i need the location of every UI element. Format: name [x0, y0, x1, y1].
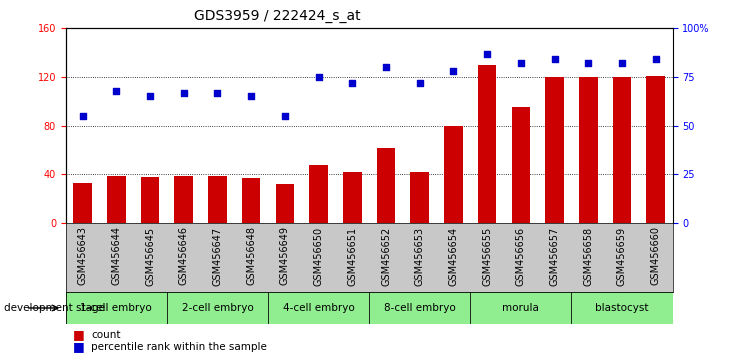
Bar: [276, 184, 294, 223]
Text: GSM456646: GSM456646: [179, 227, 189, 285]
Point: [77, 113, 88, 119]
Point: [279, 113, 291, 119]
Text: GSM456644: GSM456644: [111, 227, 121, 285]
Text: GSM456650: GSM456650: [314, 227, 324, 286]
Bar: [268, 292, 369, 324]
Bar: [478, 65, 496, 223]
Point: [481, 51, 493, 56]
Text: GSM456645: GSM456645: [145, 227, 155, 286]
Bar: [66, 292, 673, 324]
Bar: [167, 292, 268, 324]
Text: GSM456648: GSM456648: [246, 227, 256, 285]
Point: [144, 93, 156, 99]
Bar: [613, 77, 632, 223]
Text: GSM456660: GSM456660: [651, 227, 661, 285]
Bar: [73, 183, 92, 223]
Text: GDS3959 / 222424_s_at: GDS3959 / 222424_s_at: [194, 9, 361, 23]
Text: GSM456659: GSM456659: [617, 227, 627, 286]
Bar: [309, 165, 328, 223]
Point: [313, 74, 325, 80]
Bar: [444, 126, 463, 223]
Text: development stage: development stage: [4, 303, 105, 313]
Text: ■: ■: [73, 341, 85, 353]
Text: morula: morula: [502, 303, 539, 313]
Point: [380, 64, 392, 70]
Text: GSM456655: GSM456655: [482, 227, 492, 286]
Bar: [376, 148, 395, 223]
Point: [414, 80, 425, 86]
Bar: [572, 292, 673, 324]
Text: GSM456656: GSM456656: [516, 227, 526, 286]
Point: [211, 90, 223, 96]
Point: [246, 93, 257, 99]
Text: GSM456643: GSM456643: [77, 227, 88, 285]
Text: 2-cell embryo: 2-cell embryo: [181, 303, 254, 313]
Text: GSM456647: GSM456647: [213, 227, 222, 286]
Text: count: count: [91, 330, 121, 339]
Point: [110, 88, 122, 93]
Text: 4-cell embryo: 4-cell embryo: [283, 303, 355, 313]
Bar: [141, 177, 159, 223]
Text: ■: ■: [73, 328, 85, 341]
Text: GSM456657: GSM456657: [550, 227, 559, 286]
Text: GSM456649: GSM456649: [280, 227, 290, 285]
Point: [178, 90, 189, 96]
Text: GSM456653: GSM456653: [414, 227, 425, 286]
Bar: [66, 292, 167, 324]
Text: 1-cell embryo: 1-cell embryo: [80, 303, 152, 313]
Bar: [470, 292, 572, 324]
Bar: [175, 176, 193, 223]
Bar: [410, 172, 429, 223]
Point: [549, 57, 561, 62]
Bar: [545, 77, 564, 223]
Bar: [579, 77, 597, 223]
Text: percentile rank within the sample: percentile rank within the sample: [91, 342, 268, 352]
Text: GSM456651: GSM456651: [347, 227, 357, 286]
Point: [616, 61, 628, 66]
Bar: [208, 176, 227, 223]
Text: GSM456658: GSM456658: [583, 227, 594, 286]
Bar: [369, 292, 470, 324]
Point: [583, 61, 594, 66]
Text: blastocyst: blastocyst: [595, 303, 648, 313]
Bar: [343, 172, 362, 223]
Bar: [107, 176, 126, 223]
Point: [447, 68, 459, 74]
Bar: [242, 178, 260, 223]
Bar: [646, 76, 665, 223]
Text: 8-cell embryo: 8-cell embryo: [384, 303, 455, 313]
Bar: [512, 107, 530, 223]
Text: GSM456654: GSM456654: [448, 227, 458, 286]
Point: [346, 80, 358, 86]
Text: GSM456652: GSM456652: [381, 227, 391, 286]
Point: [650, 57, 662, 62]
Point: [515, 61, 526, 66]
